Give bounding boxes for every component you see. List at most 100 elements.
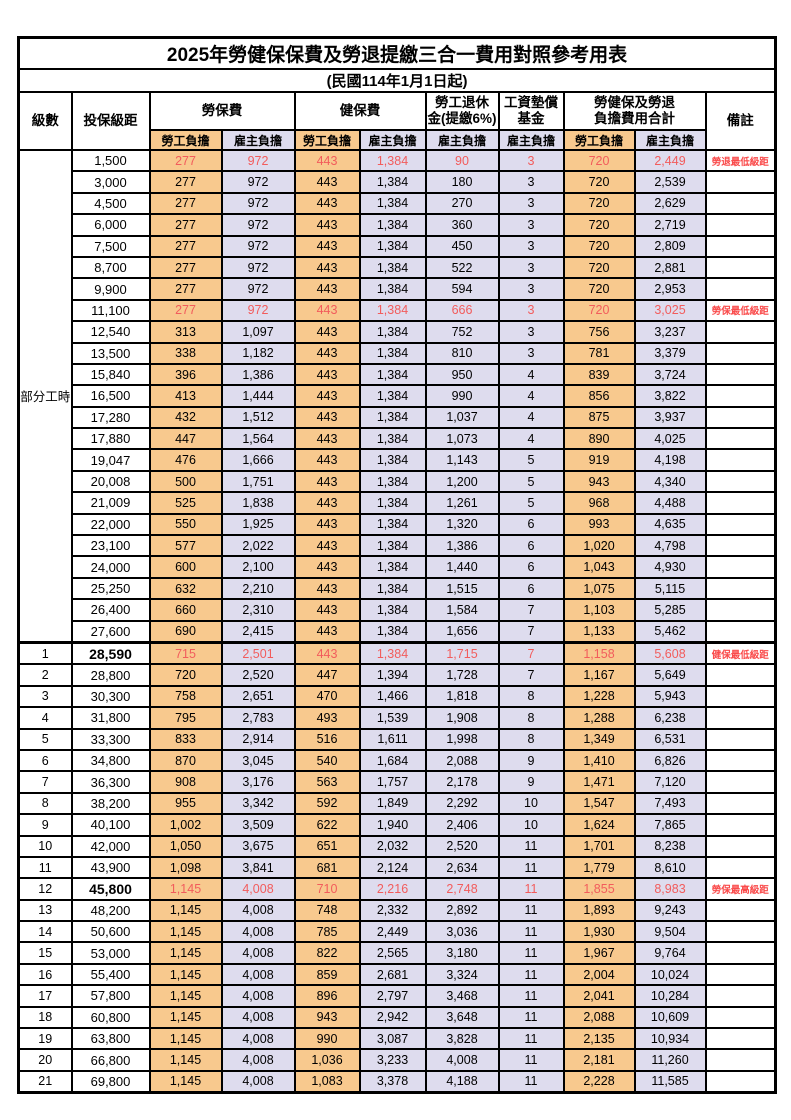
- labor-emp-cell: 500: [148, 469, 223, 494]
- pension-er-cell: 1,998: [424, 727, 500, 751]
- salary-cell: 36,300: [70, 770, 151, 794]
- table-row: 27,600 690 2,415 443 1,384 1,656 7 1,133 5,462: [19, 619, 777, 644]
- health-emp-cell: 443: [293, 469, 361, 494]
- health-emp-cell: 443: [293, 191, 361, 216]
- total-line1: 勞健保及勞退: [594, 94, 675, 110]
- level-cell: 7: [17, 770, 73, 794]
- salary-cell: 60,800: [70, 1005, 151, 1030]
- health-er-cell: 1,384: [358, 341, 427, 365]
- salary-cell: 53,000: [70, 941, 151, 965]
- remark-cell: [704, 813, 777, 837]
- health-er-cell: 1,384: [358, 576, 427, 601]
- table-row: 12 45,800 1,145 4,008 710 2,216 2,748 11 1,855 8,…: [17, 877, 777, 901]
- health-er-cell: 1,384: [358, 170, 427, 194]
- subheader-health-employee: 勞工負擔: [293, 129, 361, 151]
- wage-fund-er-cell: 11: [497, 920, 565, 944]
- health-er-cell: 2,565: [358, 941, 427, 965]
- health-er-cell: 1,611: [358, 727, 427, 751]
- total-emp-cell: 1,547: [562, 791, 636, 816]
- total-emp-cell: 1,020: [562, 534, 636, 558]
- pension-er-cell: 3,324: [424, 962, 500, 987]
- labor-er-cell: 1,444: [220, 384, 296, 408]
- wage-fund-er-cell: 4: [497, 362, 565, 387]
- table-row: 2 28,800 720 2,520 447 1,394 1,728 7 1,167 5,649: [17, 663, 777, 687]
- total-emp-cell: 890: [562, 427, 636, 451]
- health-er-cell: 1,539: [358, 706, 427, 730]
- remark-cell: [704, 941, 777, 965]
- total-er-cell: 5,608: [633, 640, 707, 666]
- health-emp-cell: 443: [293, 148, 361, 173]
- level-cell: 9: [17, 813, 73, 837]
- wage-fund-er-cell: 6: [497, 512, 565, 537]
- health-emp-cell: 493: [293, 706, 361, 730]
- pension-er-cell: 2,088: [424, 748, 500, 773]
- health-er-cell: 1,384: [358, 534, 427, 558]
- salary-cell: 42,000: [70, 834, 151, 858]
- salary-cell: 11,100: [70, 298, 151, 323]
- health-emp-cell: 622: [293, 813, 361, 837]
- salary-cell: 57,800: [70, 984, 151, 1008]
- table-row: 3,000 277 972 443 1,384 180 3 720 2,539: [19, 170, 777, 194]
- remark-cell: [704, 706, 777, 730]
- salary-cell: 8,700: [70, 255, 151, 280]
- health-er-cell: 3,378: [358, 1069, 427, 1094]
- title-row: 2025年勞健保保費及勞退提繳三合一費用對照參考用表: [17, 36, 777, 70]
- total-er-cell: 8,610: [633, 855, 707, 880]
- labor-er-cell: 3,176: [220, 770, 296, 794]
- pension-er-cell: 1,200: [424, 469, 500, 494]
- wage-fund-er-cell: 3: [497, 170, 565, 194]
- salary-cell: 48,200: [70, 898, 151, 923]
- labor-er-cell: 1,097: [220, 320, 296, 344]
- total-er-cell: 9,764: [633, 941, 707, 965]
- labor-emp-cell: 908: [148, 770, 223, 794]
- labor-er-cell: 4,008: [220, 1069, 296, 1094]
- health-emp-cell: 443: [293, 534, 361, 558]
- total-er-cell: 2,449: [633, 148, 707, 173]
- health-er-cell: 1,384: [358, 555, 427, 579]
- labor-emp-cell: 1,145: [148, 941, 223, 965]
- pension-er-cell: 4,188: [424, 1069, 500, 1094]
- health-emp-cell: 443: [293, 619, 361, 644]
- pension-er-cell: 1,073: [424, 427, 500, 451]
- table-row: 17,280 432 1,512 443 1,384 1,037 4 875 3,937: [19, 405, 777, 430]
- salary-cell: 34,800: [70, 748, 151, 773]
- health-er-cell: 1,384: [358, 491, 427, 515]
- labor-er-cell: 2,520: [220, 663, 296, 687]
- labor-er-cell: 2,310: [220, 598, 296, 622]
- health-emp-cell: 443: [293, 277, 361, 301]
- total-er-cell: 4,635: [633, 512, 707, 537]
- total-emp-cell: 1,349: [562, 727, 636, 751]
- labor-emp-cell: 1,145: [148, 1069, 223, 1094]
- total-er-cell: 3,379: [633, 341, 707, 365]
- total-er-cell: 9,504: [633, 920, 707, 944]
- health-er-cell: 2,032: [358, 834, 427, 858]
- level-cell: 8: [17, 791, 73, 816]
- health-er-cell: 1,384: [358, 255, 427, 280]
- level-cell: 4: [17, 706, 73, 730]
- salary-cell: 20,008: [70, 469, 151, 494]
- labor-er-cell: 4,008: [220, 984, 296, 1008]
- remark-cell: 勞保最低級距: [704, 298, 777, 323]
- labor-emp-cell: 833: [148, 727, 223, 751]
- total-er-cell: 5,649: [633, 663, 707, 687]
- table-row: 20 66,800 1,145 4,008 1,036 3,233 4,008 11 2,181…: [17, 1048, 777, 1072]
- wage-fund-er-cell: 3: [497, 298, 565, 323]
- labor-er-cell: 3,841: [220, 855, 296, 880]
- health-er-cell: 1,384: [358, 362, 427, 387]
- health-emp-cell: 447: [293, 663, 361, 687]
- total-emp-cell: 943: [562, 469, 636, 494]
- col-header-pension-group: 勞工退休 金(提繳6%): [424, 91, 500, 131]
- health-er-cell: 1,384: [358, 234, 427, 258]
- labor-er-cell: 1,666: [220, 448, 296, 472]
- total-emp-cell: 1,075: [562, 576, 636, 601]
- health-emp-cell: 443: [293, 362, 361, 387]
- labor-er-cell: 1,512: [220, 405, 296, 430]
- total-emp-cell: 1,471: [562, 770, 636, 794]
- pension-er-cell: 180: [424, 170, 500, 194]
- table-row: 13 48,200 1,145 4,008 748 2,332 2,892 11 1,893 9,…: [17, 898, 777, 923]
- total-er-cell: 7,865: [633, 813, 707, 837]
- col-header-wage-fund-group: 工資墊償 基金: [497, 91, 565, 131]
- subheader-total-employer: 雇主負擔: [633, 129, 707, 151]
- total-er-cell: 5,115: [633, 576, 707, 601]
- labor-er-cell: 2,100: [220, 555, 296, 579]
